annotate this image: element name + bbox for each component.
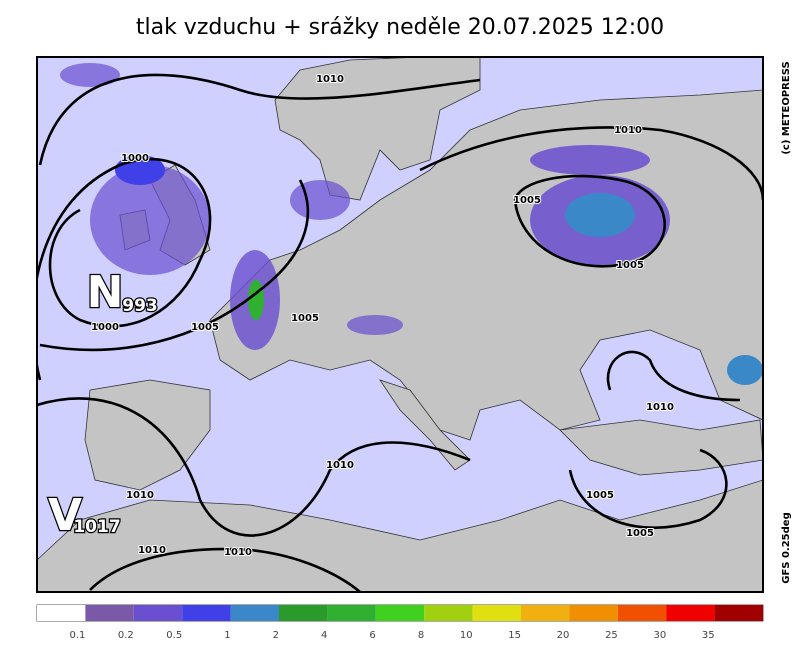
isobar-label: 1005 [626,528,654,539]
legend-label: 0.5 [166,630,182,641]
legend-swatch [133,605,183,621]
legend-label: 30 [653,630,666,641]
isobar-label: 1005 [291,313,319,324]
legend-swatch [569,605,618,621]
isobar-label: 1005 [616,260,644,271]
legend-swatch [327,605,376,621]
isobar-label: 1005 [513,195,541,206]
isobar-label: 1005 [191,322,219,333]
legend-swatch [666,605,715,621]
legend-label: 8 [418,630,424,641]
africa [37,479,763,592]
scandinavia [274,57,481,201]
isobar-label: 1000 [91,322,119,333]
pressure-center-letter: N [87,267,124,318]
credit: (c) METEOPRESS [781,61,792,154]
model: GFS 0.25deg [781,512,792,584]
legend-label: 20 [557,630,570,641]
legend-swatch [617,605,667,621]
pressure-center-value: 993 [122,296,158,316]
italy [379,379,471,471]
pressure-center-letter: V [48,490,82,541]
isobars [37,73,763,592]
turkey [559,419,763,476]
isobar-label: 1000 [121,153,149,164]
map [37,57,763,592]
iberia [84,379,211,491]
isobar-label: 1010 [326,460,354,471]
isobar-label: 1005 [586,490,614,501]
isobar-label: 1010 [126,490,154,501]
isobar-label: 1010 [614,125,642,136]
legend-label: 35 [702,630,715,641]
legend-label: 10 [460,630,473,641]
title: tlak vzduchu + srážky neděle 20.07.2025 … [136,15,664,40]
map-frame [36,56,764,593]
legend-label: 0.1 [69,630,85,641]
isobar-label: 1010 [138,545,166,556]
legend-label: 2 [273,630,279,641]
legend-swatch [182,605,231,621]
legend-swatch [521,605,570,621]
legend-label: 25 [605,630,618,641]
isobar-label: 1010 [316,74,344,85]
legend-swatch [714,605,763,621]
legend-swatch [424,605,473,621]
pressure-center-value: 1017 [73,517,120,537]
legend-label: 6 [369,630,375,641]
continent [209,89,763,441]
legend-label: 0.2 [118,630,134,641]
isobar-label: 1010 [646,402,674,413]
legend-label: 1 [224,630,230,641]
legend-swatch [375,605,425,621]
legend-swatch [230,605,279,621]
legend-swatch [279,605,328,621]
precipitation [60,63,763,385]
legend-label: 4 [321,630,327,641]
legend-swatch [85,605,134,621]
legend-swatch [472,605,521,621]
isobar-label: 1010 [224,547,252,558]
legend-swatch [37,605,86,621]
legend-label: 15 [508,630,521,641]
